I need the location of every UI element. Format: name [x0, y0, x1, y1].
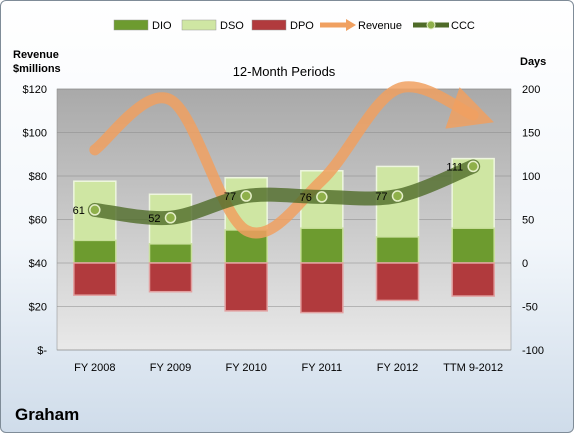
legend-swatch [251, 19, 287, 31]
ccc-point [164, 212, 177, 224]
bar-dpo [73, 262, 117, 296]
ccc-point [391, 190, 404, 202]
legend: DIO DSO DPO Revenue CCC [113, 19, 475, 32]
left-tick-label: $60 [29, 215, 47, 227]
ccc-data-label: 77 [375, 191, 387, 203]
category-label: FY 2009 [150, 362, 191, 374]
right-tick-label: -50 [522, 302, 538, 314]
legend-label: CCC [451, 20, 475, 32]
axes: $- $20 $40 $60 $80 $100 $120 -100 -50 0 50 100 150 20… [23, 84, 545, 374]
bar-dio [300, 227, 344, 264]
legend-swatch [181, 19, 217, 31]
ccc-point [316, 191, 328, 203]
revenue-series [89, 81, 494, 239]
legend-label: DPO [290, 20, 314, 32]
right-tick-label: -100 [522, 345, 544, 357]
left-tick-label: $100 [23, 128, 47, 140]
bar-dpo [224, 262, 268, 312]
legend-label: Revenue [358, 20, 402, 32]
bar-dpo [148, 262, 193, 293]
left-tick-label: $120 [23, 84, 47, 96]
right-tick-label: 200 [522, 84, 540, 96]
bar-dio [148, 243, 193, 264]
category-label: FY 2012 [377, 362, 418, 374]
ccc-point [89, 204, 101, 216]
legend-marker [426, 20, 436, 30]
bar-dio [375, 236, 420, 264]
left-tick-label: $- [37, 345, 47, 357]
ccc-data-label: 61 [73, 205, 85, 217]
right-tick-label: 100 [522, 171, 540, 183]
left-tick-label: $40 [29, 258, 47, 270]
legend-swatch [113, 19, 149, 31]
legend-label: DSO [220, 20, 244, 32]
ccc-line [87, 159, 481, 226]
revenue-line [89, 81, 494, 239]
legend-label: DIO [152, 20, 172, 32]
bar-dpo [300, 262, 344, 314]
left-axis-label-line1: Revenue [13, 49, 59, 61]
ccc-data-label: 111 [446, 161, 463, 173]
right-axis-label: Days [520, 56, 546, 68]
left-tick-label: $80 [29, 171, 47, 183]
category-label: FY 2010 [225, 362, 266, 374]
ccc-point [467, 160, 479, 173]
bar-dpo [451, 262, 495, 297]
category-label: FY 2011 [302, 362, 343, 374]
company-name: Graham [15, 405, 80, 424]
ccc-point [240, 190, 252, 202]
right-tick-label: 150 [522, 128, 540, 140]
bar-dpo [375, 262, 420, 302]
legend-arrow-head [346, 19, 356, 31]
ccc-data-label: 52 [148, 213, 160, 225]
right-tick-label: 0 [522, 258, 528, 270]
chart-title: 12-Month Periods [233, 64, 336, 79]
ccc-series: 61 52 77 76 77 111 [73, 159, 481, 226]
category-label: TTM 9-2012 [443, 362, 503, 374]
ccc-data-label: 76 [300, 192, 312, 204]
bar-dio [451, 227, 495, 264]
left-tick-label: $20 [29, 302, 47, 314]
ccc-data-label: 77 [224, 191, 236, 203]
bar-dio [73, 239, 117, 264]
category-label: FY 2008 [74, 362, 115, 374]
right-tick-label: 50 [522, 215, 534, 227]
left-axis-label-line2: $millions [13, 63, 61, 75]
